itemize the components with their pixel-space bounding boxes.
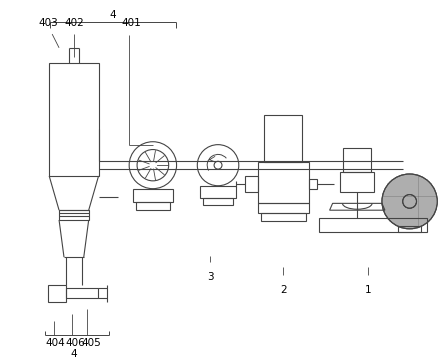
Text: 406: 406 bbox=[65, 339, 85, 348]
Bar bbox=[200, 186, 236, 198]
Bar bbox=[203, 198, 233, 205]
Text: 404: 404 bbox=[45, 339, 65, 348]
Bar bbox=[264, 115, 302, 162]
Bar bbox=[49, 63, 98, 176]
Text: 403: 403 bbox=[39, 18, 58, 28]
Text: 3: 3 bbox=[207, 272, 214, 282]
Bar bbox=[133, 189, 173, 202]
Text: 1: 1 bbox=[365, 285, 371, 294]
Bar bbox=[136, 202, 170, 210]
Bar bbox=[48, 285, 66, 302]
Bar bbox=[341, 172, 374, 191]
Bar bbox=[343, 147, 371, 172]
Text: 402: 402 bbox=[64, 18, 84, 28]
Bar bbox=[245, 176, 257, 191]
Bar bbox=[257, 162, 309, 203]
Bar bbox=[309, 179, 317, 189]
Bar bbox=[66, 289, 97, 298]
Text: 4: 4 bbox=[70, 349, 77, 359]
Text: 405: 405 bbox=[82, 339, 101, 348]
Bar bbox=[260, 213, 306, 221]
Text: 401: 401 bbox=[121, 18, 141, 28]
Bar bbox=[398, 226, 421, 232]
Bar bbox=[319, 218, 427, 232]
Text: 4: 4 bbox=[109, 11, 116, 20]
Bar bbox=[257, 203, 309, 213]
Text: 2: 2 bbox=[280, 285, 287, 294]
Bar bbox=[59, 210, 89, 220]
